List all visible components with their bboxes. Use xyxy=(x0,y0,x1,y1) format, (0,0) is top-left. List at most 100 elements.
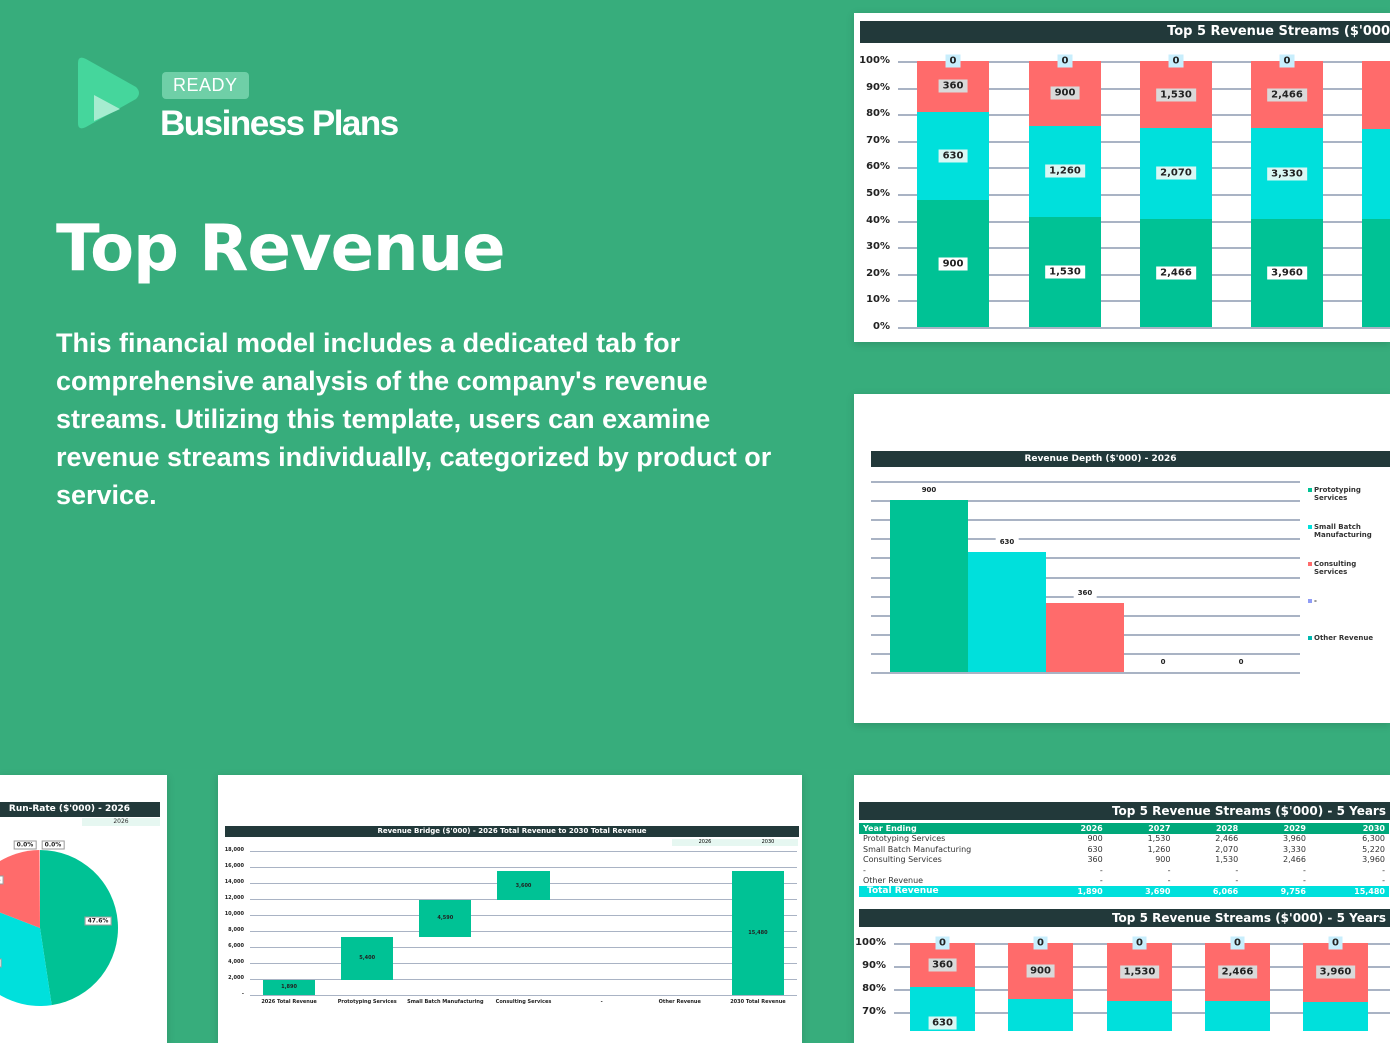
gridline xyxy=(250,931,797,932)
cell: 3,960 xyxy=(1283,834,1306,844)
revenue-table: Year Ending 2026 2027 2028 2029 2030 Pro… xyxy=(859,823,1389,897)
cell: 3,960 xyxy=(1362,855,1385,865)
x-tick-label: Other Revenue xyxy=(658,999,701,1005)
data-label: 2,466 xyxy=(1156,266,1196,280)
bar-segment-small_batch xyxy=(1303,1001,1368,1031)
data-label: 4,590 xyxy=(437,915,454,922)
y-tick-label: 70% xyxy=(862,1006,886,1017)
data-label: 5,400 xyxy=(359,955,376,962)
bridge-bar xyxy=(497,871,550,900)
data-label: 360 xyxy=(938,79,968,93)
data-label: 0 xyxy=(1057,54,1073,68)
y-tick-label: 14,000 xyxy=(224,879,244,885)
cell: - xyxy=(1235,876,1239,886)
data-label: 900 xyxy=(1050,86,1080,100)
legend-label: Consulting Services xyxy=(1314,560,1357,576)
page-title: Top Revenue xyxy=(56,212,506,286)
cell: 2,466 xyxy=(1215,834,1239,844)
pie-data-label: 33.3% xyxy=(0,958,2,968)
cell: 9,756 xyxy=(1242,886,1310,897)
cell: 1,890 xyxy=(1039,886,1107,897)
gridline xyxy=(871,481,1300,483)
y-tick-label: 18,000 xyxy=(224,847,244,853)
legend-swatch xyxy=(1308,562,1312,566)
total-row: Total Revenue 1,890 3,690 6,066 9,756 15… xyxy=(859,886,1389,897)
gridline xyxy=(871,500,1300,503)
gridline xyxy=(871,576,1300,579)
year-header: 2026 xyxy=(82,818,160,826)
table-row: Prototyping Services 900 1,530 2,466 3,960 6,… xyxy=(859,834,1389,845)
y-tick-label: - xyxy=(241,991,244,997)
cell: - xyxy=(1099,865,1103,875)
data-label: 0 xyxy=(1234,657,1248,667)
y-tick-label: 0% xyxy=(873,321,890,332)
y-tick-label: 16,000 xyxy=(224,863,244,869)
data-label: 630 xyxy=(938,149,968,163)
x-tick-label: Small Batch Manufacturing xyxy=(407,999,484,1005)
y-tick-label: 50% xyxy=(866,188,890,199)
data-label: 0 xyxy=(1033,936,1048,950)
data-label: 3,960 xyxy=(1315,965,1356,979)
table-row: Other Revenue - - - - - xyxy=(859,876,1389,887)
y-tick-label: 4,000 xyxy=(228,959,244,965)
y-tick-label: 8,000 xyxy=(228,927,244,933)
legend-swatch xyxy=(1308,599,1312,603)
legend-item: Other Revenue xyxy=(1308,634,1388,642)
chart-title: Top 5 Revenue Streams ($'000) - 5 Years xyxy=(859,909,1390,927)
bar-consulting xyxy=(1046,603,1124,672)
bar-small_batch xyxy=(968,551,1046,672)
gridline xyxy=(250,947,797,948)
legend-label: Prototyping Services xyxy=(1314,486,1361,502)
legend-swatch xyxy=(1308,525,1312,529)
gridline xyxy=(871,557,1300,560)
data-label: 630 xyxy=(928,1016,957,1030)
gridline xyxy=(250,867,797,868)
y-tick-label: 90% xyxy=(866,81,890,93)
y-tick-label: 10,000 xyxy=(224,911,244,917)
play-logo-icon xyxy=(78,57,139,129)
data-label: 15,480 xyxy=(748,930,768,937)
col-header: 2027 xyxy=(1106,823,1175,834)
table-row: Small Batch Manufacturing 630 1,260 2,070 3,… xyxy=(859,844,1389,855)
data-label: 0 xyxy=(1156,657,1170,667)
pie-slice-consulting xyxy=(0,850,40,928)
bridge-bar xyxy=(263,979,316,995)
col-header: 2030 xyxy=(1309,823,1389,834)
data-label: 3,960 xyxy=(1267,266,1307,280)
data-label: 2,466 xyxy=(1217,965,1258,979)
cell: Total Revenue xyxy=(859,886,1039,897)
brand-badge: READY xyxy=(162,72,249,99)
legend-label: Small Batch Manufacturing xyxy=(1314,523,1372,539)
x-tick-label: - xyxy=(600,999,603,1005)
description: This financial model includes a dedicate… xyxy=(56,328,772,510)
data-label: 1,890 xyxy=(281,984,297,991)
chart-title: Revenue Bridge ($'000) - 2026 Total Reve… xyxy=(225,826,799,837)
gridline xyxy=(871,519,1300,522)
y-tick-label: 6,000 xyxy=(228,943,244,949)
gridline xyxy=(250,851,797,852)
bridge-bar xyxy=(341,936,394,980)
pie-slice-small_batch xyxy=(0,912,52,1006)
y-tick-label: 60% xyxy=(866,161,890,173)
x-axis xyxy=(250,995,797,996)
cell: 3,690 xyxy=(1106,886,1175,897)
cell: - xyxy=(1167,865,1171,875)
y-tick-label: 80% xyxy=(862,983,886,994)
gridline xyxy=(250,915,797,916)
x-tick-label: Consulting Services xyxy=(495,999,552,1005)
bar-prototyping xyxy=(890,500,968,672)
legend-label: Other Revenue xyxy=(1314,634,1374,642)
data-label: 0 xyxy=(1230,936,1245,950)
data-label: 0 xyxy=(945,54,961,68)
y-tick-label: 2,000 xyxy=(228,975,244,981)
cell: - xyxy=(1303,865,1306,875)
y-tick-label: 20% xyxy=(866,267,890,279)
table-header-row: Year Ending 2026 2027 2028 2029 2030 xyxy=(859,823,1389,834)
top5-table-panel: Top 5 Revenue Streams ($'000) - 5 Years … xyxy=(854,775,1390,1043)
data-label: 1,260 xyxy=(1045,164,1085,178)
cell: - xyxy=(1382,865,1385,875)
bar-segment-prototyping xyxy=(1362,218,1390,327)
legend-item: Small Batch Manufacturing xyxy=(1308,523,1388,539)
year-header-2026: 2026 xyxy=(672,839,738,846)
cell: 1,260 xyxy=(1147,844,1171,854)
